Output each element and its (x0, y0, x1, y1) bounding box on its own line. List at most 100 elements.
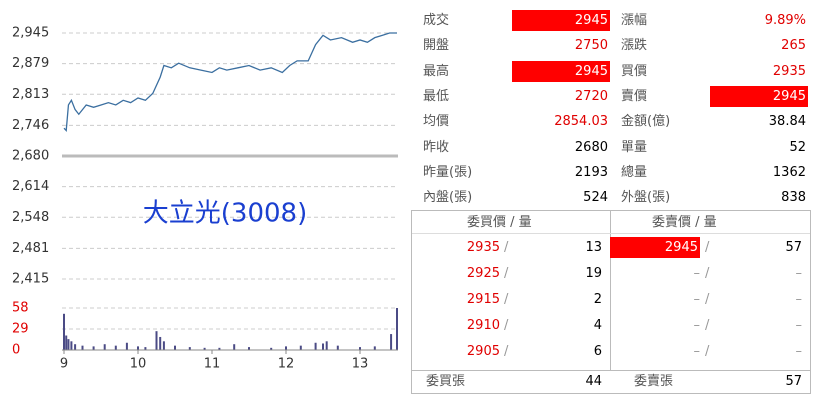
book-footer-value: 57 (785, 374, 802, 389)
bid-price: 2915 (466, 292, 500, 307)
y-tick-label: 2,879 (12, 56, 49, 71)
quote-value: 2720 (574, 88, 608, 104)
quote-value: 38.84 (768, 114, 806, 130)
quote-label: 昨收 (423, 139, 450, 155)
volume-bar (70, 341, 73, 350)
ask-qty: – (795, 292, 803, 307)
quote-label: 單量 (621, 139, 648, 155)
volume-bar (285, 346, 287, 350)
book-header: 委買價 / 量 (467, 215, 532, 230)
ask-qty: – (795, 266, 803, 281)
quote-value: 524 (583, 190, 608, 206)
separator: / (705, 318, 710, 333)
y-tick-label: 2,945 (12, 26, 49, 41)
bid-qty: 19 (585, 266, 602, 281)
y-tick-label: 2,746 (12, 118, 49, 133)
quote-label: 開盤 (423, 38, 450, 54)
volume-bar (188, 347, 191, 350)
volume-bar (396, 308, 398, 350)
quote-label: 昨量(張) (423, 164, 473, 180)
volume-bar (373, 346, 376, 350)
volume-bar (155, 331, 158, 350)
volume-bar (336, 345, 339, 350)
quote-label: 成交 (423, 13, 450, 28)
quote-label: 漲跌 (621, 38, 648, 54)
volume-bar (325, 341, 328, 350)
book-footer-label: 委買張 (426, 374, 466, 389)
quote-value: 838 (781, 190, 806, 206)
separator: / (705, 240, 710, 255)
ask-qty: – (795, 344, 803, 359)
separator: / (504, 240, 509, 255)
y-tick-label: 2,813 (12, 87, 49, 102)
quote-label: 賣價 (621, 88, 648, 104)
quote-label: 漲幅 (621, 13, 648, 28)
chart: 2,415 2,481 2,548 2,614 2,680 2,746 2,813 2,879… (12, 26, 398, 372)
volume-bar (233, 344, 236, 350)
y-tick-label: 29 (12, 322, 29, 337)
volume-bar (65, 335, 68, 350)
volume-bar (299, 345, 302, 350)
separator: / (504, 318, 509, 333)
bid-price: 2905 (466, 344, 500, 359)
volume-bar (125, 342, 128, 350)
book-header: 委賣價 / 量 (652, 215, 717, 230)
quote-label: 總量 (621, 164, 648, 180)
volume-bar (67, 339, 70, 350)
divider (412, 233, 810, 234)
y-tick-label: 2,548 (12, 210, 49, 225)
quote-value: 265 (781, 38, 806, 54)
quote-value: 2193 (574, 164, 608, 180)
bid-price: 2935 (466, 240, 500, 255)
volume-bar (137, 346, 139, 350)
quote-value: 2854.03 (554, 114, 608, 130)
quote-value: 2935 (772, 63, 806, 79)
book-footer-label: 委賣張 (634, 374, 674, 389)
quote-value: 1362 (772, 164, 806, 180)
volume-bar (162, 341, 165, 350)
separator: / (705, 344, 710, 359)
x-tick-label: 13 (352, 357, 369, 372)
volume-bar (114, 345, 117, 350)
volume-bar (174, 345, 176, 350)
separator: / (504, 344, 509, 359)
bid-qty: 2 (593, 292, 602, 307)
volume-bar (248, 347, 250, 350)
volume-bar (322, 343, 324, 350)
y-tick-label: 2,680 (12, 149, 49, 164)
quote-label: 最低 (423, 88, 450, 104)
volume-bar (218, 347, 221, 350)
volume-bar (63, 313, 65, 350)
quote-value: 2945 (710, 85, 808, 107)
quote-value: 2750 (574, 38, 608, 54)
volume-bar (74, 344, 77, 350)
separator: / (504, 266, 509, 281)
quote-label: 內盤(張) (423, 190, 473, 206)
quote-label: 最高 (423, 63, 450, 79)
y-tick-label: 2,481 (12, 241, 49, 256)
quote-label: 均價 (423, 114, 450, 130)
price-line (63, 32, 397, 132)
volume-bar (103, 344, 106, 350)
ask-price: 2945 (610, 237, 700, 258)
quote-value: 2945 (512, 10, 610, 31)
volume-bar (270, 347, 273, 350)
separator: / (504, 292, 509, 307)
volume-bar (203, 347, 206, 350)
ask-price: – (693, 344, 701, 359)
book-footer-value: 44 (585, 374, 602, 389)
quote-value: 9.89% (764, 13, 806, 28)
quote-value: 2945 (512, 60, 610, 82)
volume-bar (144, 347, 147, 350)
quote-value: 2680 (574, 139, 608, 155)
ask-price: – (693, 266, 701, 281)
quote-label: 外盤(張) (621, 190, 671, 206)
x-tick-label: 10 (130, 357, 147, 372)
y-tick-label: 2,415 (12, 272, 49, 287)
bid-qty: 4 (593, 318, 602, 333)
ask-price: – (693, 292, 701, 307)
divider (412, 370, 810, 371)
ask-qty: – (795, 318, 803, 333)
ask-qty: 57 (785, 240, 802, 255)
volume-bar (390, 334, 393, 350)
